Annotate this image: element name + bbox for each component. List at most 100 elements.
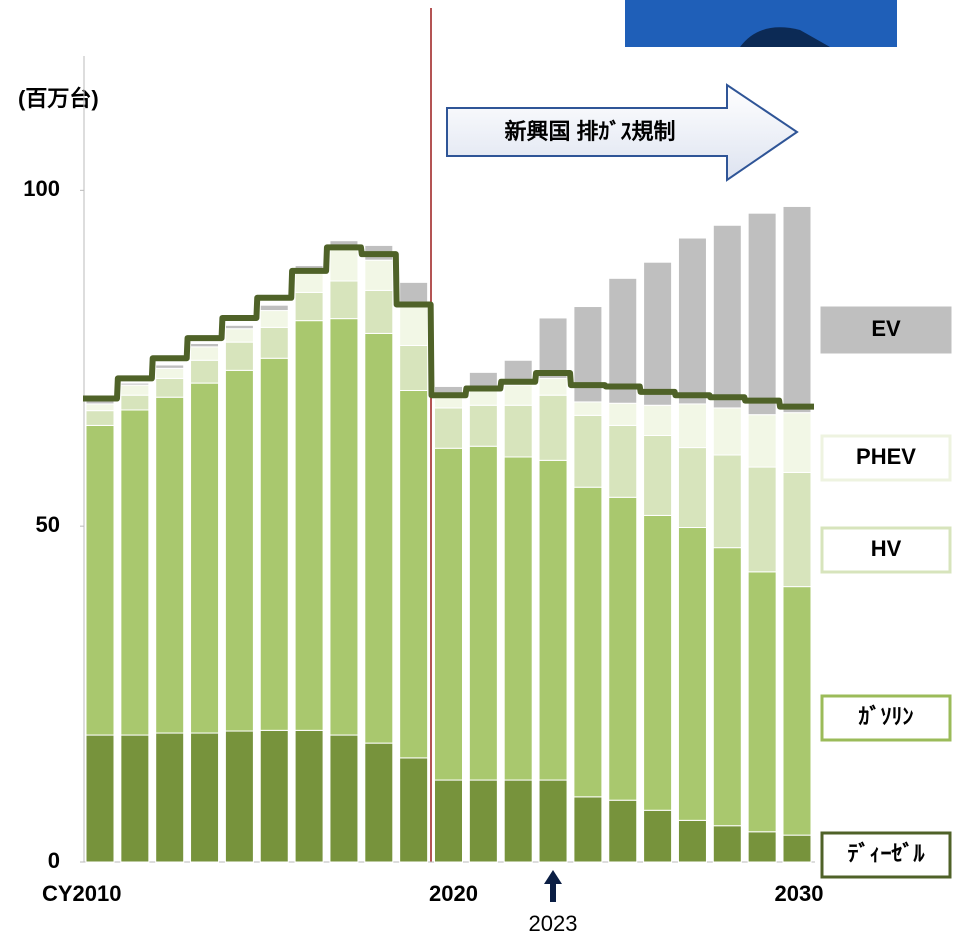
year-label: 2023 [529, 911, 578, 936]
bar-segment [538, 394, 568, 461]
bar-segment [538, 459, 568, 781]
bar-segment [259, 326, 289, 359]
bar-segment [259, 357, 289, 731]
bar-segment [190, 346, 220, 361]
bar-segment [712, 224, 742, 409]
bar-segment [190, 342, 220, 348]
bar-segment [468, 445, 498, 781]
bar-segment [677, 819, 707, 863]
bar-segment [573, 796, 603, 863]
bar-segment [434, 447, 463, 781]
bar-segment [677, 237, 707, 405]
legend-swatch [820, 831, 952, 879]
bar-segment [712, 547, 742, 827]
bar-segment [608, 402, 638, 426]
bar-segment [608, 496, 638, 801]
bar-segment [399, 344, 429, 391]
bar-segment [120, 734, 150, 863]
bar-segment [364, 259, 394, 291]
bar-segment [643, 809, 673, 863]
total-line [83, 244, 814, 410]
bar-segment [434, 397, 463, 409]
legend-swatch [820, 694, 952, 742]
bar-segment [120, 384, 150, 396]
bar-segment [155, 364, 185, 369]
bar-segment [399, 306, 429, 346]
bar-segment [608, 424, 638, 498]
bar-segment [259, 310, 289, 328]
bar-segment [747, 831, 777, 863]
bar-segment [747, 571, 777, 833]
bar-segment [503, 456, 533, 781]
legend-label: EV [871, 316, 901, 341]
bar-segment [468, 779, 498, 863]
bar-segment [434, 779, 463, 863]
bar-segment [224, 730, 254, 863]
bar-segment [329, 734, 359, 863]
bar-segment [712, 407, 742, 456]
bar-segment [503, 384, 533, 406]
bar-segment [608, 799, 638, 863]
bar-segment [294, 291, 324, 322]
bar-segment [120, 382, 150, 386]
bar-segment [573, 401, 603, 416]
bar-segment [503, 404, 533, 458]
bar-segment [329, 248, 359, 282]
bar-segment [608, 277, 638, 404]
y-tick-label: 0 [48, 848, 60, 873]
bar-segment [364, 332, 394, 744]
bar-segment [573, 414, 603, 488]
bar-segment [538, 779, 568, 863]
bar-segment [538, 317, 568, 379]
x-tick-label: 2030 [775, 881, 824, 906]
bar-segment [782, 412, 812, 473]
bar-segment [329, 318, 359, 736]
bar-segment [329, 280, 359, 320]
bar-segment [120, 409, 150, 736]
bar-segment [224, 341, 254, 371]
bar-segment [364, 289, 394, 334]
bar-segment [712, 825, 742, 863]
legend-swatch [820, 434, 952, 482]
bar-segment [782, 586, 812, 836]
y-axis-label: (百万台) [18, 86, 99, 111]
bar-segment [155, 732, 185, 863]
bar-segment [782, 471, 812, 588]
bar-segment [503, 779, 533, 863]
bar-segment [190, 382, 220, 734]
legend-swatch [820, 306, 952, 354]
bar-segment [155, 396, 185, 734]
bar-segment [85, 424, 115, 736]
car-wheel [740, 27, 830, 47]
bar-segment [259, 304, 289, 312]
bar-segment [677, 527, 707, 821]
bar-segment [155, 367, 185, 379]
bar-segment [120, 394, 150, 411]
y-tick-label: 50 [36, 512, 60, 537]
bar-segment [190, 732, 220, 863]
y-tick-label: 100 [23, 176, 60, 201]
regulation-arrow [446, 83, 799, 182]
x-tick-label: CY2010 [42, 881, 122, 906]
bar-segment [224, 328, 254, 343]
bar-segment [399, 389, 429, 759]
x-tick-label: 2020 [429, 881, 478, 906]
bar-segment [294, 320, 324, 731]
bar-segment [747, 212, 777, 416]
bar-segment [538, 377, 568, 396]
legend-label: ｶﾞｿﾘﾝ [858, 704, 913, 729]
bar-segment [643, 404, 673, 436]
bar-segment [224, 324, 254, 330]
bar-segment [468, 404, 498, 447]
regulation-label: 新興国 排ｶﾞｽ規制 [504, 119, 675, 144]
bar-segment [399, 757, 429, 863]
bar-segment [747, 414, 777, 468]
bar-segment [677, 403, 707, 449]
legend-label: HV [871, 536, 902, 561]
bar-segment [85, 734, 115, 863]
bar-segment [643, 514, 673, 811]
bar-segment [782, 834, 812, 863]
legend-label: ﾃﾞｨｰｾﾞﾙ [847, 841, 925, 866]
bar-segment [224, 369, 254, 732]
bar-segment [294, 729, 324, 863]
